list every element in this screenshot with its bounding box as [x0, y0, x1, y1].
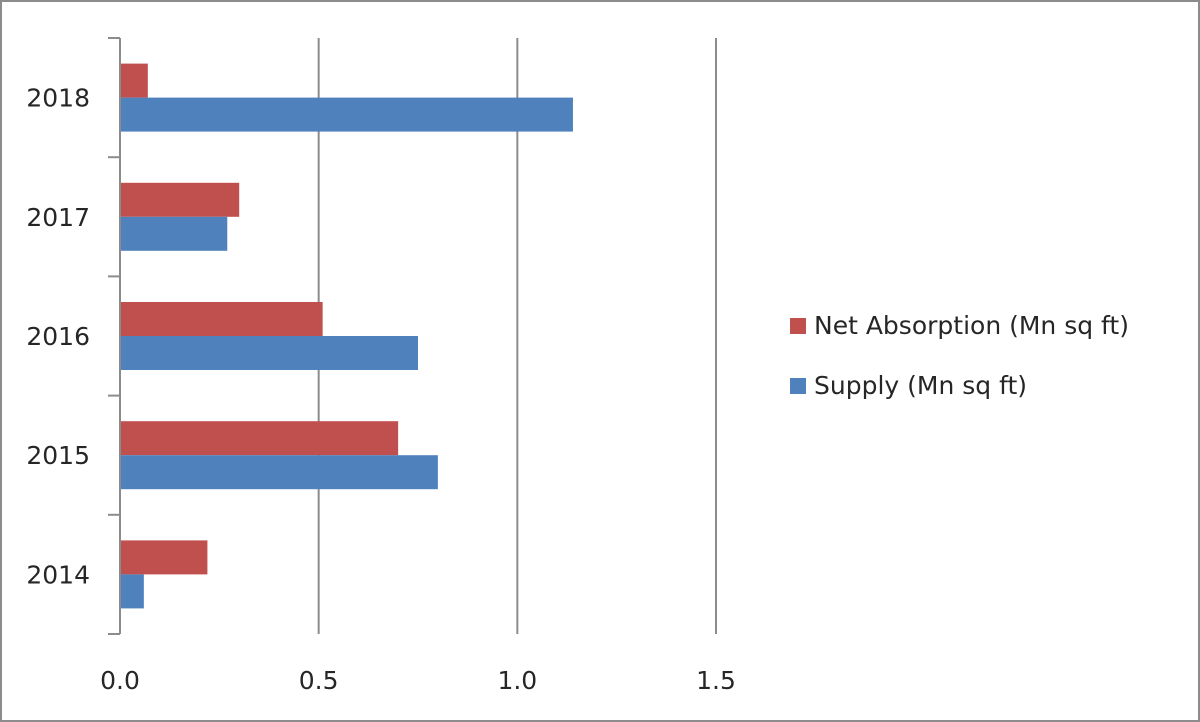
legend-label-1: Supply (Mn sq ft)	[814, 371, 1027, 400]
bar-supply-2015	[120, 455, 438, 490]
y-tick-labels: 2014 2015 2016 2017 2018	[26, 84, 90, 590]
bar-net-absorption-2015	[120, 421, 399, 456]
bar-supply-2017	[120, 216, 228, 251]
bar-net-absorption-2017	[120, 182, 240, 217]
y-tick-label-2015: 2015	[26, 441, 90, 470]
legend: Net Absorption (Mn sq ft) Supply (Mn sq f…	[790, 311, 1129, 400]
y-tick-label-2014: 2014	[26, 560, 90, 589]
bar-net-absorption-2014	[120, 540, 208, 575]
x-tick-label-1: 0.5	[299, 666, 339, 695]
bar-supply-2016	[120, 336, 418, 370]
y-tick-label-2016: 2016	[26, 322, 90, 351]
axes	[108, 37, 121, 635]
bar-net-absorption-2018	[120, 63, 148, 98]
legend-swatch-0	[790, 318, 806, 334]
y-tick-label-2018: 2018	[26, 84, 90, 113]
x-tick-label-2: 1.0	[497, 666, 537, 695]
x-tick-labels: 0.0 0.5 1.0 1.5	[100, 666, 736, 695]
bar-supply-2014	[120, 574, 144, 609]
legend-swatch-1	[790, 378, 806, 394]
bar-net-absorption-2016	[120, 302, 323, 336]
x-tick-label-0: 0.0	[100, 666, 140, 695]
y-tick-label-2017: 2017	[26, 203, 90, 232]
x-tick-label-3: 1.5	[696, 666, 736, 695]
bar-supply-2018	[120, 97, 573, 132]
legend-label-0: Net Absorption (Mn sq ft)	[814, 311, 1129, 340]
bars	[120, 63, 573, 609]
